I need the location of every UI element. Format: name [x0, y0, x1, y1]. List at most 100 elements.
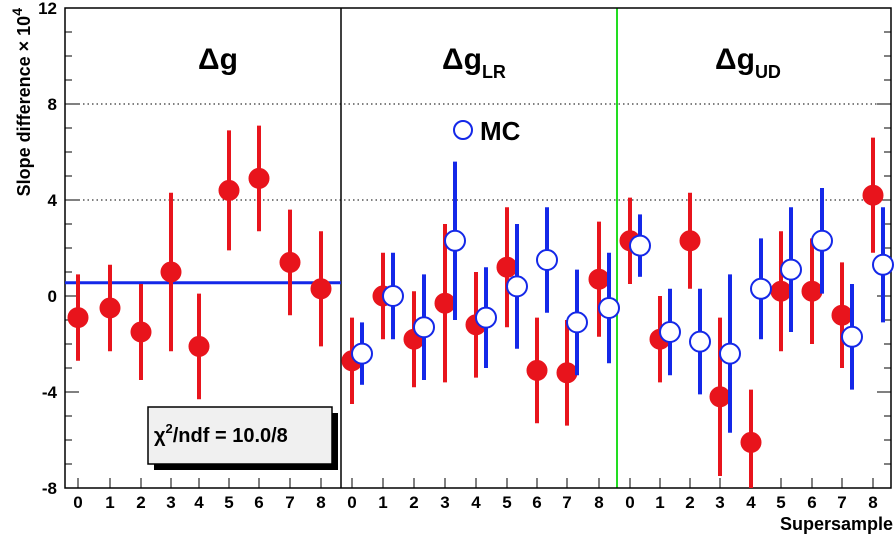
mc-data-point	[598, 297, 620, 319]
panel-dividers	[340, 8, 618, 488]
x-tick-label: 1	[378, 493, 387, 512]
panel-title-subscript: LR	[482, 62, 506, 82]
x-tick-label: 1	[655, 493, 664, 512]
x-tick-label: 3	[440, 493, 449, 512]
x-tick-label: 2	[685, 493, 694, 512]
x-axis-title: Supersample	[780, 514, 893, 534]
x-tick-label: 0	[347, 493, 356, 512]
x-tick-label: 1	[105, 493, 114, 512]
x-tick-label: 7	[837, 493, 846, 512]
panel-title-main: Δg	[442, 43, 482, 76]
x-tick-label: 3	[166, 493, 175, 512]
data-point	[679, 230, 701, 252]
y-axis-exponent-power: 4	[9, 8, 25, 16]
data-point	[218, 179, 240, 201]
data-point	[588, 268, 610, 290]
panel-title-subscript: UD	[755, 62, 781, 82]
panel-title-main: Δg	[198, 43, 238, 76]
x-tick-label: 2	[136, 493, 145, 512]
panel-title-1: Δg	[198, 43, 238, 76]
x-tick-label: 6	[254, 493, 263, 512]
x-tick-label: 4	[471, 493, 481, 512]
data-point	[188, 335, 210, 357]
x-tick-label: 3	[715, 493, 724, 512]
x-tick-label: 4	[194, 493, 204, 512]
mc-data-point	[689, 330, 711, 353]
chi2-text: χ2/ndf = 10.0/8	[154, 421, 288, 447]
mc-data-point	[351, 342, 373, 365]
data-point	[160, 261, 182, 283]
legend: MC	[453, 116, 521, 146]
data-point	[526, 359, 548, 381]
mc-data-point	[382, 285, 404, 307]
y-tick-label: 4	[48, 191, 58, 210]
grid-lines	[65, 103, 891, 201]
data-point	[434, 292, 456, 314]
x-tick-label: 0	[625, 493, 634, 512]
x-tick-label: 7	[285, 493, 294, 512]
panel-title-2: ΔgLR	[442, 43, 506, 82]
panel-title-3: ΔgUD	[715, 43, 781, 82]
data-point	[279, 251, 301, 273]
mc-data-point	[872, 253, 894, 276]
x-tick-label: 2	[409, 493, 418, 512]
chi2-box-frame	[147, 406, 333, 465]
x-tick-label: 0	[73, 493, 82, 512]
chi2-superscript: 2	[166, 421, 173, 436]
data-point	[496, 256, 518, 278]
legend-mc-marker	[453, 120, 473, 140]
data-point	[556, 362, 578, 384]
y-tick-label: 8	[48, 95, 57, 114]
data-series	[67, 125, 894, 488]
data-point	[801, 280, 823, 302]
panel-title-main: Δg	[715, 43, 755, 76]
data-point	[862, 184, 884, 206]
data-point	[248, 167, 270, 189]
mc-data-point	[566, 311, 588, 334]
x-tick-label: 4	[746, 493, 756, 512]
data-point	[831, 304, 853, 326]
mc-data-point	[444, 229, 466, 252]
chi2-box: χ2/ndf = 10.0/8	[147, 406, 338, 470]
chi2-rest: /ndf = 10.0/8	[173, 425, 288, 447]
y-axis-title: Slope difference × 104	[9, 8, 34, 197]
chi2-symbol: χ	[154, 425, 166, 447]
mc-data-point	[536, 249, 558, 271]
y-axis-exponent-base: 10	[14, 16, 34, 36]
data-point	[770, 280, 792, 302]
mc-data-point	[719, 342, 741, 365]
data-point	[67, 307, 89, 329]
data-point	[130, 321, 152, 343]
mc-data-point	[506, 275, 528, 298]
legend-mc-label: MC	[480, 116, 521, 146]
y-axis-title-text: Slope difference	[14, 56, 34, 196]
mc-data-point	[780, 258, 802, 281]
y-tick-label: -8	[42, 479, 57, 498]
x-tick-label: 8	[868, 493, 877, 512]
x-tick-label: 5	[502, 493, 511, 512]
data-point	[709, 386, 731, 408]
data-point	[99, 297, 121, 319]
mc-data-point	[841, 325, 863, 348]
y-tick-label: 0	[48, 287, 57, 306]
series-mc	[351, 161, 894, 433]
x-tick-label: 6	[807, 493, 816, 512]
mc-data-point	[811, 229, 833, 252]
mc-data-point	[413, 316, 435, 339]
y-tick-label: -4	[42, 383, 58, 402]
mc-data-point	[475, 306, 497, 329]
panel-titles: Δg ΔgLR ΔgUD	[198, 43, 781, 82]
y-tick-label: 12	[38, 0, 57, 18]
mc-data-point	[659, 321, 681, 343]
x-tick-label: 5	[776, 493, 785, 512]
x-tick-label: 5	[224, 493, 233, 512]
data-point	[740, 431, 762, 453]
mc-data-point	[629, 234, 651, 257]
y-axis-times: ×	[14, 36, 34, 57]
data-point	[310, 278, 332, 300]
x-tick-label: 8	[316, 493, 325, 512]
x-tick-label: 8	[594, 493, 603, 512]
x-tick-label: 7	[562, 493, 571, 512]
